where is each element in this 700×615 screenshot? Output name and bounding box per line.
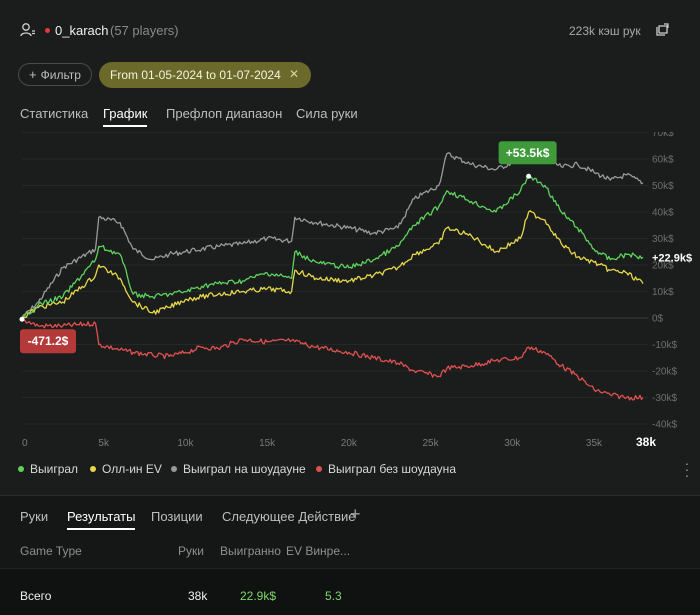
peak-marker (526, 173, 532, 179)
results-panel: Руки Результаты Позиции Следующее Действ… (0, 496, 700, 615)
legend-label: Выиграл (30, 462, 79, 476)
x-tick-label: 20k (341, 438, 358, 449)
tab-hand-strength[interactable]: Сила руки (296, 106, 358, 121)
chart-grid (22, 132, 648, 425)
legend-dot (316, 466, 322, 472)
totals-label: Всего (20, 589, 52, 603)
date-range-chip[interactable]: From 01-05-2024 to 01-07-2024 ✕ (99, 62, 311, 88)
series-line-showdown (21, 152, 644, 319)
tab-hands[interactable]: Руки (20, 509, 49, 524)
tab-graph[interactable]: График (103, 106, 148, 127)
add-tab-icon[interactable]: + (350, 504, 361, 524)
legend-dot (171, 466, 177, 472)
y-tick-label: -20k$ (652, 367, 677, 378)
date-range-label: From 01-05-2024 to 01-07-2024 (110, 68, 281, 82)
legend-dot (90, 466, 96, 472)
series-line-non_showdown (21, 318, 644, 401)
y-tick-label: 20k$ (652, 261, 674, 272)
legend-label: Выиграл на шоудауне (183, 462, 306, 476)
username[interactable]: 0_karach (55, 23, 109, 38)
x-tick-label: 25k (422, 438, 439, 449)
y-tick-label: 0$ (652, 314, 664, 325)
totals-ev-winrate: 5.3 (325, 589, 342, 603)
close-icon[interactable]: ✕ (288, 67, 299, 81)
divider (0, 495, 700, 496)
x-axis-labels: 0 5k 10k 15k 20k 25k 30k 35k 38k (22, 435, 656, 449)
plus-icon: + (29, 67, 37, 82)
top-bar: 0_karach (57 players) 223k кэш рук (0, 0, 700, 60)
x-tick-label: 35k (586, 438, 603, 449)
tab-preflop-range[interactable]: Префлоп диапазон (166, 106, 283, 121)
y-tick-label: -30k$ (652, 393, 677, 404)
y-tick-label: 50k$ (652, 181, 674, 192)
y-tick-label: 40k$ (652, 208, 674, 219)
series-line-allin_ev (21, 210, 644, 319)
players-count: (57 players) (110, 23, 179, 38)
chart-annotations: +53.5k$ +22.9k$ -471.2$ (19, 141, 692, 354)
low-label-bg (20, 329, 76, 354)
results-chart[interactable]: 70k$ 60k$ 50k$ 40k$ 30k$ 20k$ 10k$ 0$ -10k$ -20k$… (0, 132, 700, 452)
legend-allin-ev[interactable]: Олл-ин EV (90, 462, 162, 476)
start-marker (19, 316, 25, 322)
user-settings-icon[interactable] (20, 22, 36, 38)
y-tick-label: -40k$ (652, 420, 677, 431)
more-options-icon[interactable]: · · · (684, 455, 690, 483)
column-game-type[interactable]: Game Type (20, 544, 82, 558)
x-tick-label: 30k (504, 438, 521, 449)
filter-button[interactable]: + Фильтр (18, 63, 92, 86)
column-hands[interactable]: Руки (178, 544, 204, 558)
low-label: -471.2$ (28, 334, 69, 348)
x-tick-label: 15k (259, 438, 276, 449)
legend-label: Выиграл без шоудауна (328, 462, 456, 476)
legend-won[interactable]: Выиграл (18, 462, 78, 476)
totals-row: Всего 38k 22.9k$ 5.3 (0, 568, 700, 615)
cash-hands-count: 223k кэш рук (569, 24, 641, 38)
peak-label-bg (498, 141, 557, 165)
x-tick-label: 38k (636, 435, 656, 449)
totals-won: 22.9k$ (240, 589, 277, 603)
y-tick-label: 30k$ (652, 234, 674, 245)
status-dot (45, 28, 50, 33)
tab-next-action[interactable]: Следующее Действие (222, 509, 356, 524)
peak-label: +53.5k$ (506, 146, 550, 160)
y-tick-label: 70k$ (652, 132, 674, 139)
tab-statistics[interactable]: Статистика (20, 106, 89, 121)
column-won[interactable]: Выигранно (220, 544, 281, 558)
x-tick-label: 10k (177, 438, 194, 449)
y-tick-label: 60k$ (652, 155, 674, 166)
x-tick-label: 5k (98, 438, 110, 449)
legend-non-showdown[interactable]: Выиграл без шоудауна (316, 462, 456, 476)
filter-label: Фильтр (40, 67, 81, 82)
legend-showdown[interactable]: Выиграл на шоудауне (171, 462, 306, 476)
series-line-won (21, 175, 644, 319)
export-icon[interactable] (655, 23, 669, 37)
totals-hands: 38k (188, 589, 208, 603)
legend-label: Олл-ин EV (102, 462, 162, 476)
y-tick-label: -10k$ (652, 340, 677, 351)
column-ev-winrate[interactable]: EV Винре... (286, 544, 351, 558)
end-label: +22.9k$ (652, 252, 692, 264)
legend-dot (18, 466, 24, 472)
chart-series (21, 152, 644, 401)
tab-positions[interactable]: Позиции (151, 509, 203, 524)
x-tick-label: 0 (22, 438, 28, 449)
y-tick-label: 10k$ (652, 287, 674, 298)
tab-results[interactable]: Результаты (67, 509, 136, 530)
y-axis-labels: 70k$ 60k$ 50k$ 40k$ 30k$ 20k$ 10k$ 0$ -10k$ -20k$… (652, 132, 677, 431)
